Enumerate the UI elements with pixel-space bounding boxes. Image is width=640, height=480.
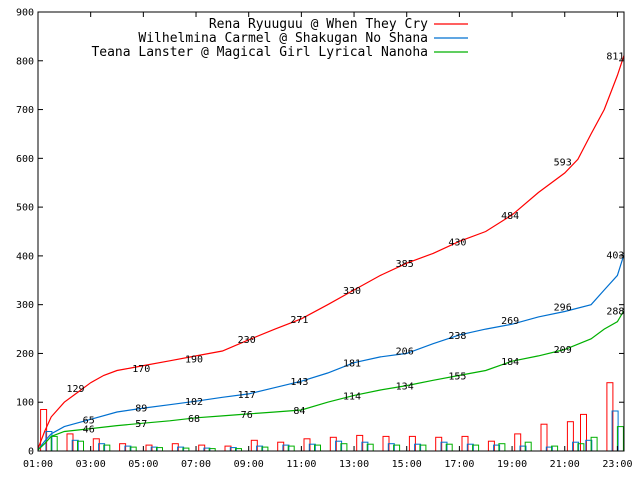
data-label: 134 bbox=[396, 382, 414, 393]
x-tick-label: 05:00 bbox=[128, 459, 158, 470]
data-label: 155 bbox=[448, 371, 466, 382]
y-tick-label: 800 bbox=[16, 56, 34, 67]
data-label: 484 bbox=[501, 211, 519, 222]
data-label: 129 bbox=[66, 384, 84, 395]
x-tick-label: 15:00 bbox=[392, 459, 422, 470]
data-label: 65 bbox=[83, 415, 95, 426]
y-tick-label: 500 bbox=[16, 203, 34, 214]
x-tick-label: 01:00 bbox=[23, 459, 53, 470]
x-tick-label: 23:00 bbox=[602, 459, 632, 470]
x-tick-label: 11:00 bbox=[286, 459, 316, 470]
series-line bbox=[37, 254, 625, 451]
data-label: 190 bbox=[185, 354, 203, 365]
x-tick-label: 09:00 bbox=[234, 459, 264, 470]
y-tick-label: 100 bbox=[16, 398, 34, 409]
legend-entry-label: Teana Lanster @ Magical Girl Lyrical Nan… bbox=[91, 45, 428, 60]
data-label: 143 bbox=[290, 377, 308, 388]
data-label: 430 bbox=[448, 237, 466, 248]
data-label: 68 bbox=[188, 414, 200, 425]
plot-frame bbox=[37, 11, 625, 452]
data-label: 330 bbox=[343, 286, 361, 297]
data-label: 89 bbox=[135, 404, 147, 415]
data-label: 296 bbox=[554, 303, 572, 314]
data-label: 385 bbox=[396, 259, 414, 270]
data-label: 269 bbox=[501, 316, 519, 327]
data-label: 170 bbox=[132, 364, 150, 375]
series-line bbox=[37, 55, 625, 449]
x-tick-label: 17:00 bbox=[444, 459, 474, 470]
data-label: 76 bbox=[241, 410, 253, 421]
x-tick-label: 03:00 bbox=[76, 459, 106, 470]
x-tick-label: 19:00 bbox=[497, 459, 527, 470]
legend-entry-label: Wilhelmina Carmel @ Shakugan No Shana bbox=[138, 31, 428, 46]
x-tick-label: 07:00 bbox=[181, 459, 211, 470]
axes-layer: 0 100 200 300 400 500 600 700 800 900 01:00 03:00 05… bbox=[16, 8, 633, 471]
x-tick-label: 21:00 bbox=[550, 459, 580, 470]
data-label: 209 bbox=[554, 345, 572, 356]
data-label: 288 bbox=[606, 307, 624, 318]
data-labels-layer: 129 170 190 230 271 330 385 430 484 593 811 65 89 102… bbox=[66, 51, 624, 435]
data-label: 114 bbox=[343, 391, 361, 402]
data-label: 117 bbox=[238, 390, 256, 401]
data-label: 230 bbox=[238, 335, 256, 346]
data-label: 593 bbox=[554, 158, 572, 169]
y-tick-label: 0 bbox=[28, 447, 34, 458]
data-label: 403 bbox=[606, 250, 624, 261]
y-tick-label: 400 bbox=[16, 251, 34, 262]
data-label: 102 bbox=[185, 397, 203, 408]
y-tick-label: 600 bbox=[16, 154, 34, 165]
data-label: 238 bbox=[448, 331, 466, 342]
data-label: 271 bbox=[290, 315, 308, 326]
y-tick-label: 900 bbox=[16, 8, 34, 19]
data-label: 206 bbox=[396, 347, 414, 358]
data-label: 181 bbox=[343, 359, 361, 370]
series-lines-layer bbox=[37, 55, 625, 451]
data-label: 84 bbox=[293, 406, 305, 417]
legend-entry-label: Rena Ryuuguu @ When They Cry bbox=[209, 17, 428, 32]
x-tick-label: 13:00 bbox=[339, 459, 369, 470]
series-line bbox=[37, 310, 625, 451]
data-label: 811 bbox=[606, 51, 624, 62]
y-tick-label: 200 bbox=[16, 349, 34, 360]
data-label: 46 bbox=[83, 425, 95, 436]
data-label: 57 bbox=[135, 419, 147, 430]
y-tick-label: 300 bbox=[16, 300, 34, 311]
y-tick-label: 700 bbox=[16, 105, 34, 116]
data-label: 184 bbox=[501, 357, 519, 368]
